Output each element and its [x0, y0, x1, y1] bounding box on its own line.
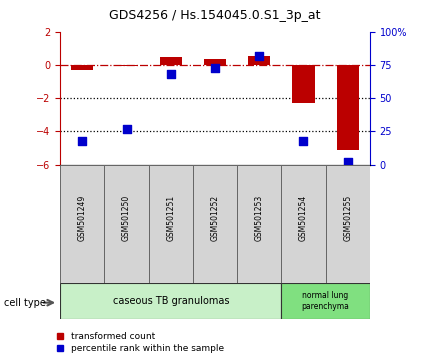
Bar: [116, 65, 138, 66]
Bar: [204, 59, 226, 65]
Bar: [193, 165, 237, 283]
Bar: [71, 65, 93, 70]
Bar: [237, 165, 281, 283]
Text: GSM501251: GSM501251: [166, 195, 175, 241]
Point: [344, 159, 351, 165]
Bar: [281, 165, 326, 283]
Text: GDS4256 / Hs.154045.0.S1_3p_at: GDS4256 / Hs.154045.0.S1_3p_at: [109, 9, 321, 22]
Bar: [292, 65, 314, 103]
Bar: [248, 56, 270, 65]
Bar: [160, 57, 182, 65]
Text: GSM501249: GSM501249: [78, 195, 87, 241]
Point: [212, 65, 218, 70]
Legend: transformed count, percentile rank within the sample: transformed count, percentile rank withi…: [56, 332, 224, 353]
Bar: [281, 283, 370, 319]
Text: caseous TB granulomas: caseous TB granulomas: [113, 296, 229, 306]
Text: GSM501253: GSM501253: [255, 195, 264, 241]
Text: GSM501252: GSM501252: [211, 195, 219, 241]
Text: GSM501250: GSM501250: [122, 195, 131, 241]
Text: GSM501254: GSM501254: [299, 195, 308, 241]
Bar: [104, 165, 149, 283]
Bar: [60, 165, 104, 283]
Bar: [60, 283, 281, 319]
Point: [79, 138, 86, 144]
Text: GSM501255: GSM501255: [343, 195, 352, 241]
Bar: [326, 165, 370, 283]
Point: [167, 72, 174, 77]
Point: [300, 138, 307, 144]
Point: [123, 126, 130, 132]
Bar: [149, 165, 193, 283]
Bar: [337, 65, 359, 150]
Point: [256, 53, 263, 58]
Text: normal lung
parenchyma: normal lung parenchyma: [301, 291, 350, 310]
Text: cell type: cell type: [4, 298, 46, 308]
